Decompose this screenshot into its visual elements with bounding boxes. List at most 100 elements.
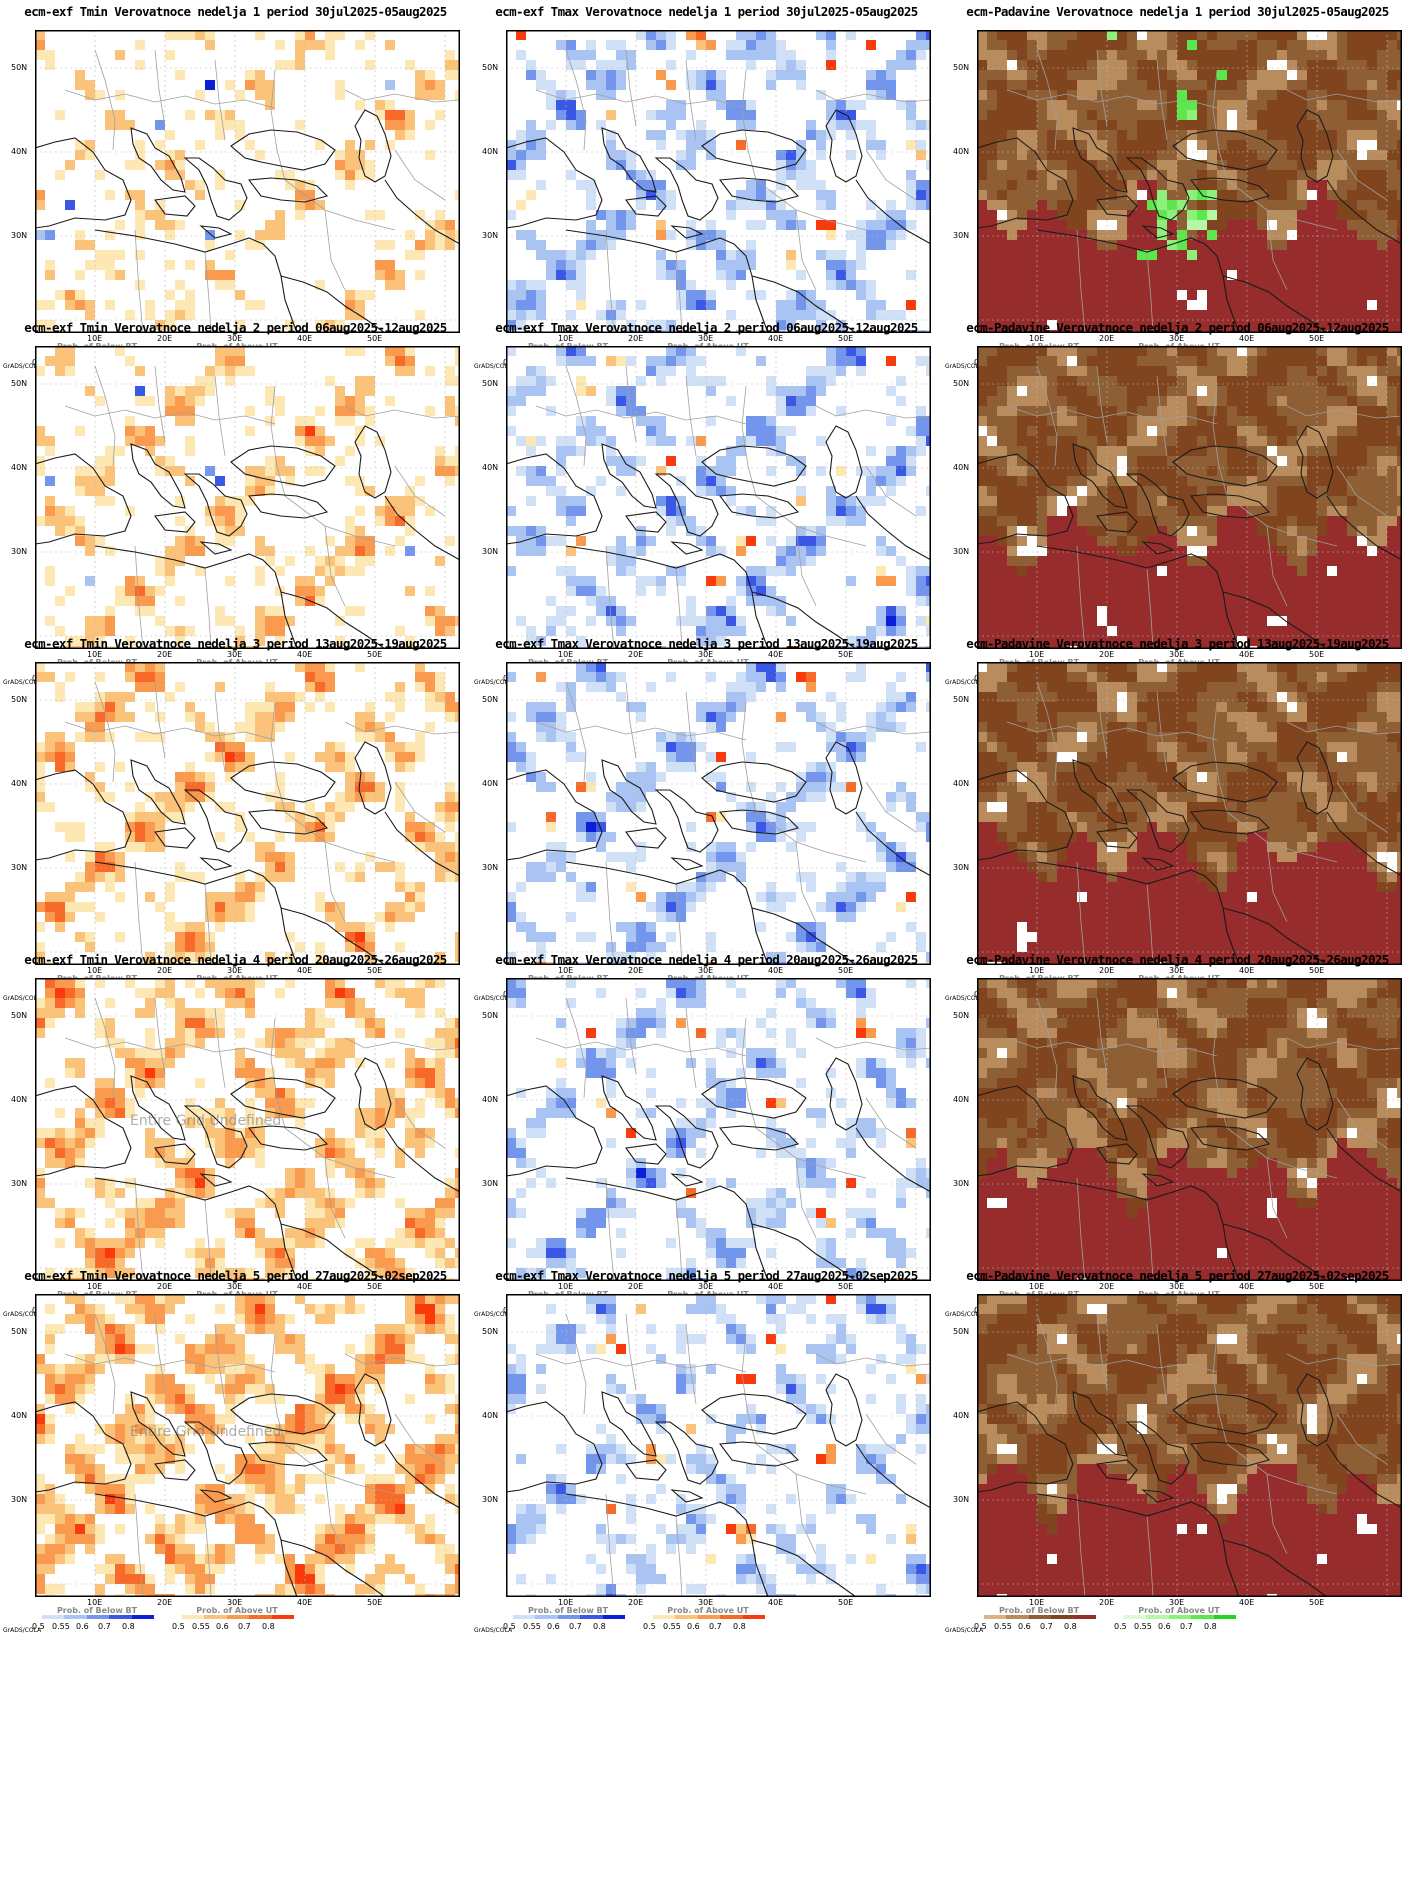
longitude-label: 20E [157,334,173,343]
country-border [535,89,747,109]
longitude-label: 20E [628,650,644,659]
latitude-label: 30N [482,863,499,872]
longitude-label: 10E [558,966,574,975]
longitude-label: 20E [1099,650,1115,659]
country-border [685,1323,697,1405]
coastline [1141,1173,1175,1187]
legend-swatch [226,1615,250,1619]
legend-area: GrADS/COLA Prob. of Below BT 0.5 0.55 0.6 0.7… [942,1604,1413,1644]
coastline [601,1391,657,1457]
longitude-label: 10E [87,334,103,343]
graticule [977,346,1402,649]
country-border [1226,495,1338,547]
map-frame [977,346,1402,649]
coastline [654,473,719,537]
legend-swatch [1028,1615,1052,1619]
longitude-label: 40E [1239,334,1255,343]
probability-field [506,346,931,649]
longitude-label: 20E [628,334,644,343]
panel-title: ecm-exf Tmax Verovatnoce nedelja 4 perio… [495,952,918,967]
legend-swatch [1168,1615,1192,1619]
latitude-label: 50N [953,63,970,72]
probability-cells [977,662,1402,965]
coastline [751,1539,857,1597]
latitude-label: 50N [482,379,499,388]
legend-tick-label: 0.6 [1018,1622,1031,1631]
coastline [1096,195,1138,217]
latitude-label: 50N [11,379,28,388]
longitude-label: 40E [1239,1598,1255,1607]
coastline [977,769,1074,861]
map-area [506,662,931,965]
coastline [35,137,132,229]
longitude-label: 10E [87,966,103,975]
latitude-label: 40N [953,463,970,472]
country-border [1036,681,1058,783]
country-border [795,209,817,291]
legend-tick-label: 0.5 [643,1622,656,1631]
legend-swatch [1006,1615,1029,1619]
coastline [1036,545,1240,649]
longitude-label: 30E [227,334,243,343]
map-frame [506,1294,931,1597]
country-border [64,721,276,741]
country-border [204,883,212,965]
longitude-label: 20E [1099,1598,1115,1607]
coastline [701,129,807,171]
coastline [1189,493,1271,519]
legend-title: Prob. of Below BT [998,1606,1080,1615]
legend-tick-label: 0.8 [262,1622,275,1631]
legend-tick-label: 0.55 [1134,1622,1152,1631]
map-frame [977,30,1402,333]
coastline [855,1443,931,1509]
country-border [204,567,212,649]
coastline [1189,177,1271,203]
legend-tick-label: 0.7 [709,1622,722,1631]
legend-swatch [131,1615,155,1619]
longitude-label: 20E [628,1598,644,1607]
coastline [654,1421,719,1485]
country-border [685,1007,697,1089]
country-border [324,209,346,291]
latitude-label: 40N [482,463,499,472]
country-border [284,179,396,231]
panel-title: ecm-exf Tmin Verovatnoce nedelja 2 perio… [24,320,447,335]
undefined-grid-notice: Entire Grid Undefined [130,1424,282,1440]
latitude-label: 40N [11,147,28,156]
coastline [384,1443,460,1509]
country-border [535,721,747,741]
coastline [855,811,931,877]
country-border [1036,1313,1058,1415]
longitude-label: 40E [768,1282,784,1291]
coastline [701,1077,807,1119]
country-border [675,883,683,965]
country-border [815,721,931,735]
coastline [154,827,196,849]
coastline [199,541,233,555]
country-border [344,721,460,735]
coastline [1072,1075,1128,1141]
country-border [1286,405,1402,419]
latitude-label: 40N [953,147,970,156]
country-border [565,1313,587,1415]
map-frame [35,978,460,1281]
coastline [154,1143,196,1165]
country-border [565,365,587,467]
coastline [384,1127,460,1193]
coastline [654,789,719,853]
legend-colorbar [653,1615,766,1619]
coastline [1326,179,1402,245]
longitude-label: 30E [698,966,714,975]
country-border [94,681,116,783]
coastline [718,809,800,835]
legend-swatch [204,1615,227,1619]
coastline [1096,1143,1138,1165]
legend-tick-label: 0.5 [172,1622,185,1631]
country-border [1146,883,1154,965]
coastline [977,453,1074,545]
country-border [1076,229,1086,333]
coastline [230,1077,336,1119]
latitude-label: 40N [11,463,28,472]
coastline [977,137,1074,229]
country-border [154,49,166,127]
